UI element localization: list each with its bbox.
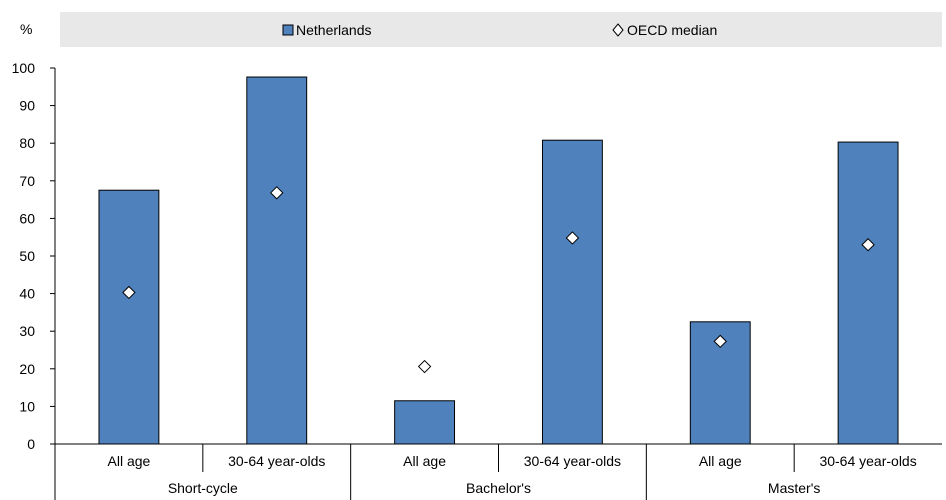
oecd-median-marker — [270, 186, 284, 200]
y-tick-label: 20 — [19, 361, 35, 377]
x-category-label: All age — [699, 453, 742, 469]
y-unit-label: % — [20, 21, 32, 37]
legend-diamond-marker — [612, 23, 624, 37]
oecd-median-marker — [122, 285, 136, 300]
bars — [98, 76, 899, 445]
oecd-median-marker — [565, 231, 580, 245]
x-category-label: 30-64 year-olds — [819, 453, 916, 469]
oecd-median-markers — [122, 186, 875, 374]
legend-label-oecd-median: OECD median — [627, 22, 717, 38]
legend-label-netherlands: Netherlands — [296, 22, 372, 38]
y-tick-label: 90 — [19, 98, 35, 114]
legend-background — [60, 12, 942, 47]
legend-bar-swatch — [282, 24, 294, 36]
y-tick-label: 80 — [19, 135, 35, 151]
bar-netherlands — [837, 141, 899, 445]
x-category-label: 30-64 year-olds — [228, 453, 325, 469]
oecd-median-marker — [861, 238, 875, 252]
y-tick-label: 100 — [12, 60, 36, 76]
bar-netherlands — [394, 400, 456, 445]
bar-netherlands — [541, 139, 603, 445]
oecd-median-marker — [713, 334, 727, 349]
oecd-median-marker — [417, 359, 432, 374]
x-group-label: Master's — [768, 480, 820, 496]
y-tick-label: 70 — [19, 173, 35, 189]
x-group-label: Bachelor's — [466, 480, 531, 496]
x-category-label: All age — [108, 453, 151, 469]
y-tick-label: 60 — [19, 210, 35, 226]
y-tick-label: 10 — [19, 398, 35, 414]
x-category-label: All age — [403, 453, 446, 469]
y-tick-label: 30 — [19, 323, 35, 339]
x-group-label: Short-cycle — [168, 480, 238, 496]
bar-netherlands — [98, 189, 160, 445]
y-tick-label: 50 — [19, 248, 35, 264]
legend: Netherlands OECD median — [60, 12, 942, 47]
y-axis: 0 10 20 30 40 50 60 70 80 90 100 — [12, 60, 56, 452]
x-axis: All age 30-64 year-olds All age 30-64 year-… — [54, 443, 942, 500]
y-tick-label: 40 — [19, 286, 35, 302]
x-category-label: 30-64 year-olds — [524, 453, 621, 469]
y-tick-label: 0 — [27, 436, 35, 452]
bar-netherlands — [246, 76, 308, 445]
